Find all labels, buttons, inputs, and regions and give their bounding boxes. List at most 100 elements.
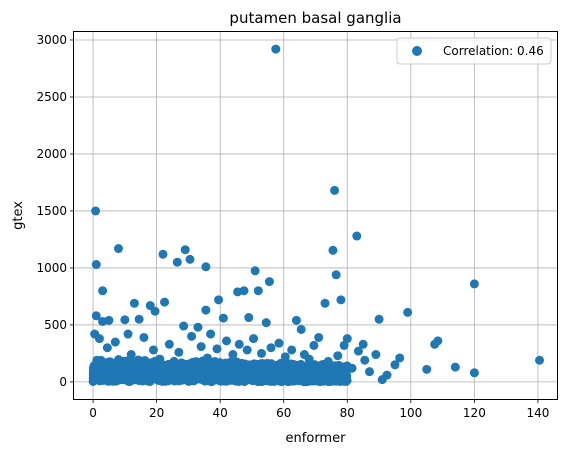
data-point bbox=[122, 372, 132, 382]
data-point bbox=[291, 315, 301, 325]
y-tick-label: 500 bbox=[44, 318, 67, 332]
data-point bbox=[210, 356, 220, 366]
data-point bbox=[333, 351, 343, 361]
data-point bbox=[353, 346, 363, 356]
data-point bbox=[271, 44, 281, 54]
legend-marker bbox=[412, 46, 422, 56]
legend-label: Correlation: 0.46 bbox=[443, 44, 544, 58]
data-point bbox=[382, 370, 392, 380]
data-point bbox=[360, 355, 370, 365]
data-point bbox=[212, 344, 222, 354]
data-point bbox=[450, 362, 460, 372]
chart-title: putamen basal ganglia bbox=[229, 9, 401, 27]
data-point bbox=[134, 371, 144, 381]
data-point bbox=[164, 339, 174, 349]
data-point bbox=[288, 362, 298, 372]
data-point bbox=[469, 279, 479, 289]
data-point bbox=[342, 334, 352, 344]
data-point bbox=[185, 254, 195, 264]
data-point bbox=[365, 367, 375, 377]
x-tick-label: 20 bbox=[149, 406, 164, 420]
data-point bbox=[320, 298, 330, 308]
x-tick-label: 100 bbox=[399, 406, 422, 420]
data-point bbox=[148, 345, 158, 355]
data-point bbox=[155, 354, 165, 364]
y-tick-label: 2500 bbox=[36, 90, 67, 104]
data-point bbox=[89, 374, 99, 384]
data-point bbox=[253, 286, 263, 296]
data-point bbox=[312, 367, 322, 377]
x-tick-label: 40 bbox=[213, 406, 228, 420]
data-point bbox=[469, 368, 479, 378]
data-point bbox=[266, 343, 276, 353]
data-point bbox=[150, 306, 160, 316]
grid bbox=[74, 32, 557, 399]
data-point bbox=[235, 373, 245, 383]
data-point bbox=[120, 315, 130, 325]
x-tick-label: 140 bbox=[526, 406, 549, 420]
data-point bbox=[174, 347, 184, 357]
data-point bbox=[201, 305, 211, 315]
data-point bbox=[155, 365, 165, 375]
data-point bbox=[91, 206, 101, 216]
data-point bbox=[91, 260, 101, 270]
data-point bbox=[202, 353, 212, 363]
axis-ticks: 0 20 40 60 80 100 120 140 0 500 1000 1500 2000 2500 30… bbox=[36, 33, 549, 420]
data-point bbox=[244, 360, 254, 370]
data-points bbox=[88, 44, 545, 387]
data-point bbox=[194, 366, 204, 376]
y-axis-label: gtex bbox=[11, 201, 26, 230]
legend: Correlation: 0.46 bbox=[396, 37, 552, 65]
data-point bbox=[352, 231, 362, 241]
data-point bbox=[178, 368, 188, 378]
data-point bbox=[123, 329, 133, 339]
data-point bbox=[347, 363, 357, 373]
data-point bbox=[196, 342, 206, 352]
data-point bbox=[187, 331, 197, 341]
data-point bbox=[89, 366, 99, 376]
data-point bbox=[114, 363, 124, 373]
data-point bbox=[224, 375, 234, 385]
data-point bbox=[139, 332, 149, 342]
data-point bbox=[216, 373, 226, 383]
data-point bbox=[94, 334, 104, 344]
data-point bbox=[200, 376, 210, 386]
data-point bbox=[242, 345, 252, 355]
data-point bbox=[98, 286, 108, 296]
data-point bbox=[250, 266, 260, 276]
data-point bbox=[297, 371, 307, 381]
y-tick-label: 0 bbox=[59, 375, 67, 389]
data-point bbox=[422, 364, 432, 374]
data-point bbox=[433, 336, 443, 346]
data-point bbox=[179, 321, 189, 331]
data-point bbox=[228, 350, 238, 360]
data-point bbox=[299, 350, 309, 360]
data-point bbox=[338, 372, 348, 382]
data-point bbox=[204, 368, 214, 378]
data-point bbox=[403, 307, 413, 317]
x-tick-label: 120 bbox=[463, 406, 486, 420]
data-point bbox=[102, 343, 112, 353]
data-point bbox=[285, 370, 295, 380]
data-point bbox=[142, 368, 152, 378]
data-point bbox=[233, 287, 243, 297]
y-tick-label: 1000 bbox=[36, 261, 67, 275]
data-point bbox=[113, 244, 123, 254]
data-point bbox=[395, 353, 405, 363]
data-point bbox=[287, 345, 297, 355]
data-point bbox=[264, 277, 274, 287]
data-point bbox=[339, 340, 349, 350]
y-tick-label: 2000 bbox=[36, 147, 67, 161]
data-point bbox=[276, 359, 286, 369]
data-point bbox=[158, 249, 168, 259]
data-point bbox=[169, 356, 179, 366]
data-point bbox=[274, 338, 284, 348]
data-point bbox=[296, 324, 306, 334]
data-point bbox=[218, 313, 228, 323]
data-point bbox=[126, 350, 136, 360]
data-point bbox=[100, 375, 110, 385]
data-point bbox=[323, 356, 333, 366]
data-point bbox=[328, 245, 338, 255]
